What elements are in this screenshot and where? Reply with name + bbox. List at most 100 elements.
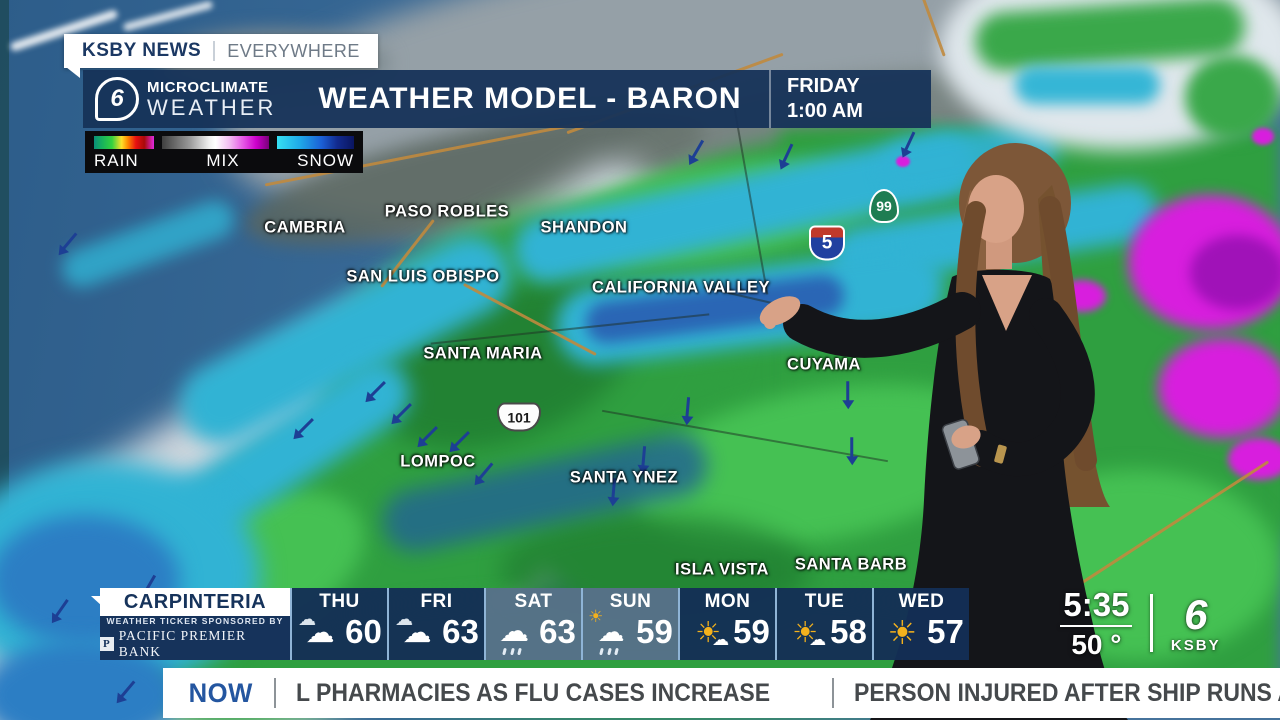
ticker-now-label: NOW [188,677,253,708]
forecast-days: THU ☁ ☁ 60 FRI ☁ ☁ 63 SAT ☁ 63 SUN ☀ ☁ 59 MON ☀ ☁ 59 TUE ☀ ☁ 5… [290,588,969,660]
city-label: SANTA MARIA [423,344,543,363]
wind-barb-icon [370,381,386,398]
station-callsign: KSBY [1170,636,1221,654]
current-temp: 50 ° [1071,628,1122,660]
heavy-rain-band [117,348,423,578]
cloud-wisp [122,0,214,32]
forecast-day-fri: FRI ☁ ☁ 63 [387,588,484,660]
station-clock-bug: 5:35 50 ° 6 KSBY [1008,586,1273,660]
map-left-edge [0,0,9,720]
wind-barb-icon [55,599,69,618]
wind-barb-icon [422,426,438,443]
day-label: THU [319,591,360,612]
mostly-sunny-icon: ☀ ☁ [695,614,730,650]
day-label: MON [704,591,751,612]
snow-gradient-icon [277,136,354,149]
ticker-headline: L PHARMACIES AS FLU CASES INCREASE [296,678,771,707]
station-name: KSBY NEWS [82,40,202,61]
day-temp: 57 [927,613,964,650]
heavy-rain-band [1015,66,1160,104]
banner-divider [213,41,216,61]
current-time: 5:35 [1063,585,1130,623]
city-label: SANTA YNEZ [569,468,679,487]
microclimate-word: MICROCLIMATE [147,78,269,96]
legend-label-mix: MIX [206,151,240,170]
city-label: SHANDON [540,218,628,237]
road-line [916,0,946,57]
mostly-sunny-icon: ☀ ☁ [792,614,827,650]
microclimate-6-icon: 6 [95,77,139,121]
day-label: SAT [514,591,553,612]
model-title: WEATHER MODEL - BARON [318,82,742,115]
day-label: SUN [609,591,652,612]
wind-barb-icon [120,680,136,698]
precip-legend: RAIN MIX SNOW [85,131,363,173]
model-timestamp: FRIDAY 1:00 AM [769,70,917,128]
city-label: SAN LUIS OBISPO [346,267,500,286]
forecast-day-tue: TUE ☀ ☁ 58 [775,588,872,660]
day-temp: 60 [345,613,382,650]
wind-barb-icon [611,478,617,499]
city-label: PASO ROBLES [384,202,510,221]
weather-presenter [759,143,1128,720]
legend-label-rain: RAIN [94,151,139,170]
heavy-rain-band [377,428,713,558]
day-label: FRI [420,591,453,612]
clock-divider [1060,624,1133,627]
sponsor-name: PACIFIC PREMIER BANK [118,628,247,659]
highway-101-shield-icon: 101 [497,402,541,432]
station-tagline: EVERYWHERE [227,40,360,61]
ticker-location: CARPINTERIA [100,588,290,616]
microclimate-logo: 6 MICROCLIMATE WEATHER [83,77,291,121]
model-day: FRIDAY [787,75,860,97]
city-label: CAMBRIA [264,218,346,237]
forecast-day-mon: MON ☀ ☁ 59 [678,588,775,660]
model-time: 1:00 AM [787,100,863,122]
rain-icon: ☁ [491,611,537,656]
heavy-rain-band [56,195,240,293]
legend-label-snow: SNOW [297,151,354,170]
wind-barb-icon [685,397,691,418]
heavy-rain-band [166,222,524,458]
wind-barb-icon [454,431,470,448]
ticker-headline: PERSON INJURED AFTER SHIP RUNS ASHORE AT… [853,678,1280,707]
city-label: LOMPOC [400,452,476,471]
rain-area [973,0,1247,73]
wind-barb-icon [298,418,314,435]
wind-barb-icon [478,462,494,480]
road-line [380,219,435,288]
rain-gradient-icon [94,136,154,149]
forecast-day-wed: WED ☀ 57 [872,588,969,660]
legend-gradient-bar [94,136,354,149]
news-ticker: NOW L PHARMACIES AS FLU CASES INCREASE PE… [163,668,1280,718]
weather-header-bar: 6 MICROCLIMATE WEATHER WEATHER MODEL - B… [83,70,931,128]
weather-word: WEATHER [147,94,277,120]
mix-gradient-icon [161,136,270,149]
rain-dark [352,248,658,482]
mostly-cloudy-icon: ☁ ☁ [395,609,432,649]
forecast-day-sat: SAT ☁ 63 [484,588,581,660]
day-label: WED [898,591,945,612]
station-banner: KSBY NEWS EVERYWHERE [64,34,378,78]
ticker-sponsor-block: WEATHER TICKER SPONSORED BY P PACIFIC PR… [100,616,290,660]
day-temp: 59 [636,613,673,650]
bug-divider [1150,594,1153,652]
day-temp: 58 [830,613,867,650]
road-line [463,282,597,356]
sunny-icon: ☀ [887,612,917,652]
ticker-separator [831,678,834,708]
day-temp: 63 [539,613,576,650]
ksby-6-icon: 6 [1184,590,1208,638]
ticker-location-block: CARPINTERIA WEATHER TICKER SPONSORED BY … [100,588,290,660]
sponsor-tagline: WEATHER TICKER SPONSORED BY [106,616,284,626]
day-temp: 59 [733,613,770,650]
forecast-ticker: CARPINTERIA WEATHER TICKER SPONSORED BY … [100,588,969,660]
ticker-separator [274,678,277,708]
wind-barb-icon [62,232,78,250]
ticker-headlines: L PHARMACIES AS FLU CASES INCREASE PERSON… [254,678,1280,708]
wind-barb-icon [396,403,412,420]
pacific-premier-bank-icon: P [100,637,114,651]
forecast-day-thu: THU ☁ ☁ 60 [290,588,387,660]
day-temp: 63 [442,613,479,650]
